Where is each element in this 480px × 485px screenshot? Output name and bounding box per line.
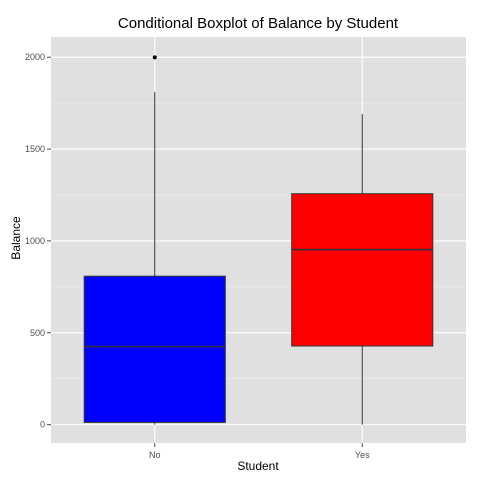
box-yes [291,193,434,347]
x-tick-label: No [149,450,161,460]
box-group-no [83,55,226,425]
outlier-point [152,55,157,60]
axes: 0 500 1000 1500 2000 No Yes [25,52,370,460]
y-tick-label: 0 [40,420,45,430]
y-tick-label: 1500 [25,144,45,154]
chart-title: Conditional Boxplot of Balance by Studen… [118,15,399,32]
boxes [83,55,434,425]
y-tick-label: 1000 [25,236,45,246]
x-tick-label: Yes [355,450,370,460]
y-tick-label: 2000 [25,52,45,62]
y-tick-label: 500 [30,328,45,338]
x-axis-label: Student [237,459,279,473]
box-group-yes [291,114,434,425]
y-axis-label: Balance [9,216,23,260]
box-no [83,275,226,423]
